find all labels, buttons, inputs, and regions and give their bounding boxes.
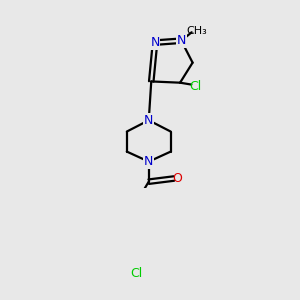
Text: N: N [177, 34, 186, 47]
Text: Cl: Cl [130, 267, 142, 280]
Text: N: N [144, 155, 153, 168]
Text: N: N [150, 36, 160, 49]
Text: N: N [144, 114, 153, 127]
Text: Cl: Cl [189, 80, 201, 93]
Text: O: O [172, 172, 182, 185]
Text: CH₃: CH₃ [187, 26, 207, 36]
